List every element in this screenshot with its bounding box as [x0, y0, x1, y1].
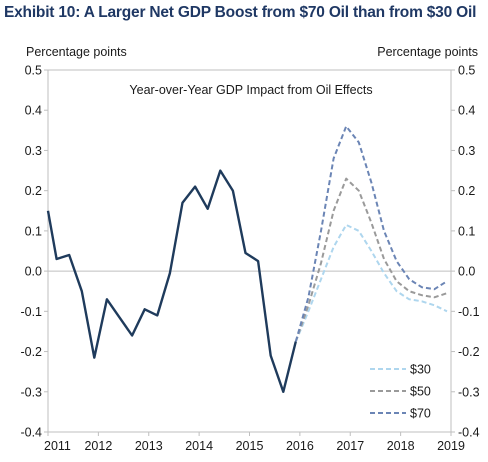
- y-tick-label-left: 0.5: [25, 64, 42, 78]
- y-tick-label-right: 0.4: [458, 104, 475, 118]
- y-tick-label-left: -0.3: [20, 385, 42, 399]
- series-line-historical: [46, 169, 297, 393]
- series-line-70: [294, 125, 448, 342]
- x-tick-label: 2016: [286, 439, 314, 453]
- y-tick-label-left: 0.1: [25, 224, 42, 238]
- series-line-50: [294, 177, 448, 342]
- legend-label: $50: [410, 385, 431, 399]
- y-tick-label-left: 0.3: [25, 144, 42, 158]
- legend-label: $30: [410, 363, 431, 377]
- plot-frame: [47, 69, 452, 433]
- y-axis-label-right: Percentage points: [377, 45, 478, 59]
- y-tick-label-left: -0.2: [20, 345, 42, 359]
- x-tick-label: 2019: [437, 439, 465, 453]
- y-tick-label-left: 0.2: [25, 184, 42, 198]
- y-tick-label-left: -0.4: [20, 426, 42, 440]
- x-tick-label: 2018: [387, 439, 415, 453]
- x-tick-label: 2017: [336, 439, 364, 453]
- y-tick-label-left: -0.1: [20, 305, 42, 319]
- y-tick-label-left: 0.0: [25, 265, 42, 279]
- y-tick-label-right: -0.3: [458, 385, 480, 399]
- legend-label: $70: [410, 407, 431, 421]
- series-line-30: [294, 223, 448, 342]
- legend: $30 $50 $70: [370, 363, 431, 421]
- x-tick-label: 2015: [236, 439, 264, 453]
- x-tick-label: 2014: [185, 439, 213, 453]
- y-tick-label-right: -0.2: [458, 345, 480, 359]
- y-tick-label-right: -0.1: [458, 305, 480, 319]
- ticks: 0.5 0.5 0.4 0.4 0.3 0.3 0.2 0.2 0.1 0.1 0.0 0.0 -0.1…: [20, 64, 479, 454]
- y-tick-label-right: 0.0: [458, 265, 475, 279]
- y-tick-label-right: 0.3: [458, 144, 475, 158]
- y-tick-label-right: 0.2: [458, 184, 475, 198]
- exhibit-title: Exhibit 10: A Larger Net GDP Boost from …: [4, 4, 477, 21]
- axes: [47, 69, 452, 433]
- x-tick-label: 2011: [44, 439, 71, 453]
- y-tick-label-right: 0.1: [458, 224, 475, 238]
- y-axis-label-left: Percentage points: [26, 45, 127, 59]
- y-tick-label-right: 0.5: [458, 64, 475, 78]
- chart-title: Year-over-Year GDP Impact from Oil Effec…: [129, 83, 372, 97]
- y-tick-label-left: 0.4: [25, 104, 42, 118]
- series: [46, 125, 448, 393]
- x-tick-label: 2013: [135, 439, 163, 453]
- y-tick-label-right: -0.4: [458, 426, 480, 440]
- x-tick-label: 2012: [84, 439, 112, 453]
